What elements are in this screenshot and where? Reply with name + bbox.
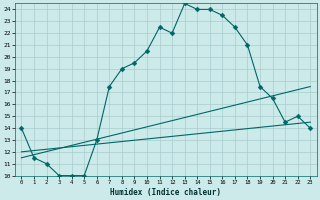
X-axis label: Humidex (Indice chaleur): Humidex (Indice chaleur) bbox=[110, 188, 221, 197]
